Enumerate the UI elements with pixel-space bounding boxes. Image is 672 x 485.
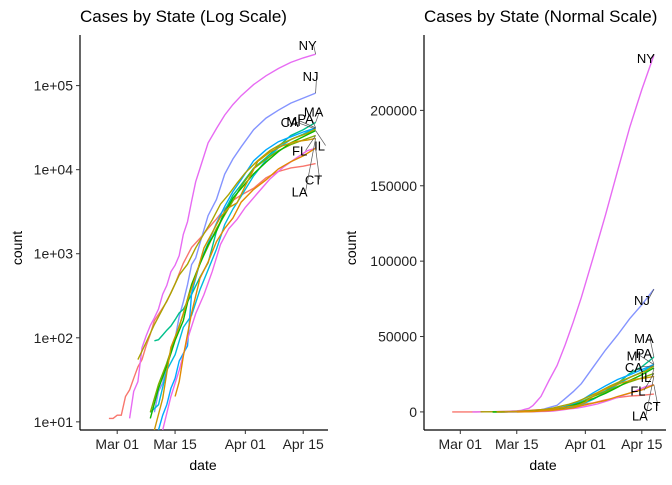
y-tick-label: 0 — [409, 404, 417, 420]
annotation-label-ct: CT — [643, 399, 660, 414]
annotation-label-la: LA — [292, 184, 308, 199]
x-tick-label: Apr 01 — [565, 436, 606, 452]
annotation-label-ma: MA — [634, 331, 654, 346]
y-tick-label: 1e+03 — [34, 246, 74, 262]
annotation-label-fl: FL — [292, 144, 307, 159]
x-tick-label: Apr 15 — [621, 436, 662, 452]
x-axis-label: date — [529, 457, 556, 473]
panel-normal-scale: Cases by State (Normal Scale) count date… — [343, 7, 666, 473]
annotation-leader — [315, 76, 317, 94]
series-line-ca — [137, 128, 316, 360]
annotation-label-nj: NJ — [303, 69, 319, 84]
x-tick-label: Mar 01 — [95, 436, 139, 452]
annotation-label-ca: CA — [281, 115, 299, 130]
annotation-label-ca: CA — [625, 360, 643, 375]
series-line-mi — [157, 127, 316, 431]
series-line-ny — [128, 53, 316, 419]
annotation-leader — [651, 54, 655, 59]
series-line-pa — [149, 126, 316, 413]
annotation-leader — [649, 353, 655, 365]
axes: 0 50000 100000 150000 200000 Mar 01 Mar 15 Apr … — [370, 35, 666, 452]
annotation-label-pa: PA — [636, 346, 653, 361]
x-tick-label: Apr 15 — [283, 436, 324, 452]
y-axis-label: count — [343, 231, 359, 265]
annotation-leader — [315, 130, 326, 146]
annotation-label-mi: MI — [627, 349, 641, 364]
y-tick-label: 50000 — [378, 329, 417, 345]
x-tick-label: Mar 01 — [439, 436, 483, 452]
annotation-label-ma: MA — [304, 105, 324, 120]
series-line-ga — [516, 384, 655, 413]
series-line-il — [149, 129, 316, 419]
y-tick-label: 1e+05 — [34, 78, 74, 94]
series-line-ga — [174, 147, 316, 397]
annotation-label-il: IL — [314, 139, 325, 154]
annotation-leader — [647, 288, 655, 301]
annotation-leader — [305, 135, 316, 151]
x-tick-label: Mar 15 — [495, 436, 539, 452]
annotation-label-mi: MI — [286, 114, 300, 129]
annotation-label-ct: CT — [305, 172, 322, 187]
y-axis-label: count — [9, 231, 25, 265]
annotation-leader — [651, 367, 655, 378]
panel-log-scale: Cases by State (Log Scale) count date 1e… — [9, 7, 328, 473]
y-tick-label: 100000 — [370, 253, 417, 269]
axes: 1e+01 1e+02 1e+03 1e+04 1e+05 Mar 01 Mar 15 Apr… — [34, 35, 328, 452]
annotation-leader — [299, 120, 316, 129]
y-tick-label: 150000 — [370, 178, 417, 194]
annotation-leader — [313, 45, 316, 55]
annotation-label-pa: PA — [297, 112, 314, 127]
annotation-leader — [645, 376, 655, 416]
annotation-leader — [305, 138, 316, 192]
annotation-leader — [315, 148, 320, 180]
series-lines — [452, 54, 655, 413]
x-tick-label: Apr 01 — [225, 436, 266, 452]
annotation-leader — [311, 118, 316, 128]
x-axis-label: date — [189, 457, 216, 473]
annotation-label-ny: NY — [637, 51, 655, 66]
chart-title: Cases by State (Log Scale) — [80, 7, 287, 26]
annotation-leader — [639, 365, 654, 368]
annotation-label-fl: FL — [630, 383, 645, 398]
annotation-leader — [649, 338, 655, 358]
y-tick-label: 1e+02 — [34, 330, 74, 346]
y-tick-label: 200000 — [370, 102, 417, 118]
series-line-wa — [108, 162, 316, 420]
annotation-label-ny: NY — [299, 38, 317, 53]
chart-title: Cases by State (Normal Scale) — [424, 7, 657, 26]
y-tick-label: 1e+01 — [34, 414, 74, 430]
annotation-leader — [639, 355, 655, 365]
annotation-leader — [653, 384, 659, 406]
series-line-fl — [149, 134, 316, 413]
annotation-label-nj: NJ — [634, 293, 650, 308]
annotation-label-il: IL — [640, 370, 651, 385]
series-line-la — [153, 137, 316, 431]
x-tick-label: Mar 15 — [153, 436, 197, 452]
annotation-leader — [295, 121, 316, 130]
series-lines — [108, 53, 316, 431]
y-tick-label: 1e+04 — [34, 162, 74, 178]
annotation-label-la: LA — [632, 408, 648, 423]
annotation-leader — [315, 111, 320, 123]
